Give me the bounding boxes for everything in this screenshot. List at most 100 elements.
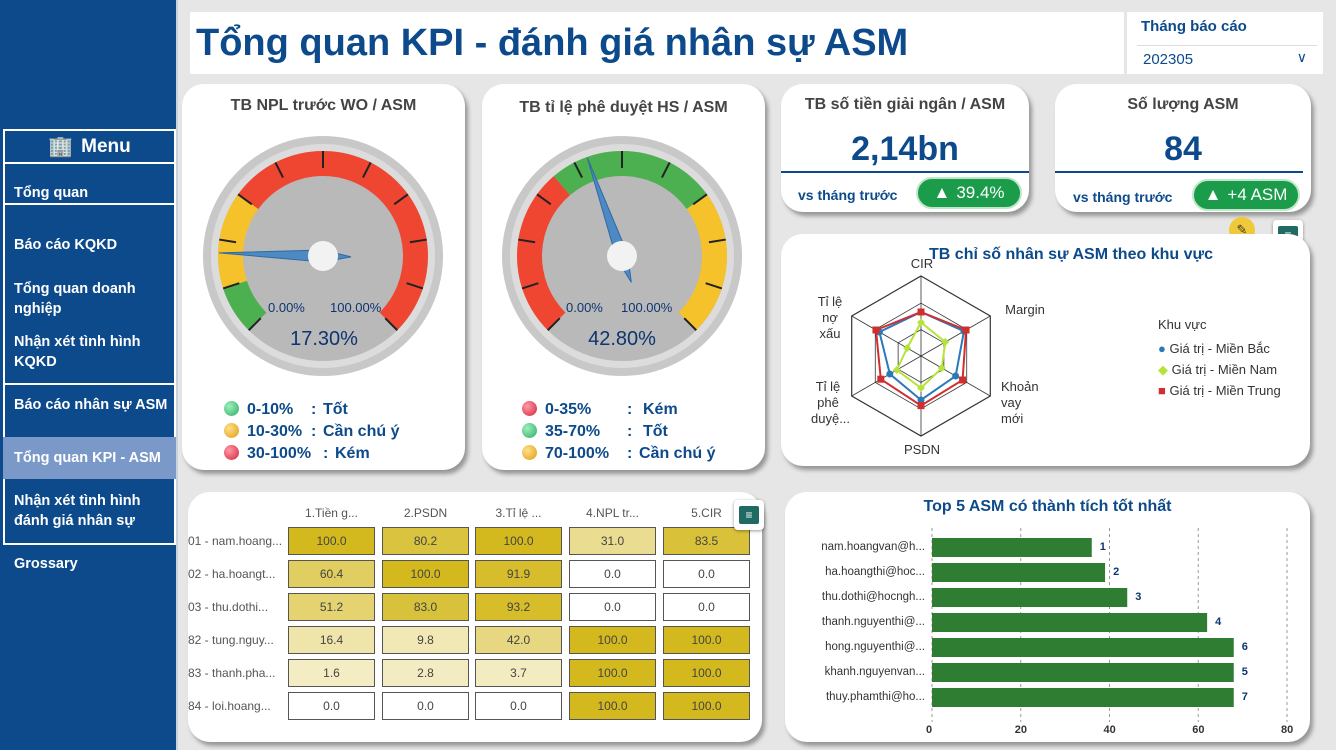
radar-axis-psdn: PSDN <box>903 442 941 457</box>
matrix-column-header: 2.PSDN <box>403 506 448 520</box>
radar-spoke <box>920 315 991 357</box>
matrix-cell: 0.0 <box>475 692 562 720</box>
gauge-tick <box>573 161 583 179</box>
gauge-band <box>218 194 259 289</box>
matrix-column-header: 5.CIR <box>691 506 722 520</box>
matrix-cell: 100.0 <box>569 659 656 687</box>
matrix-cell: 42.0 <box>475 626 562 654</box>
radar-point <box>959 376 967 384</box>
month-filter: Tháng báo cáo 202305 ∨ <box>1127 12 1323 74</box>
gauge-tick <box>384 317 398 331</box>
radar-legend-trung[interactable]: ■ Giá trị - Miền Trung <box>1158 383 1281 398</box>
bar-category-label: thu.dothi@hocngh... <box>821 591 925 603</box>
radar-point <box>917 318 925 327</box>
gauge-tick <box>248 317 262 331</box>
bar-category-label: khanh.nguyenvan... <box>824 666 925 678</box>
kpi-card-disbursement: TB số tiền giải ngân / ASM 2,14bn vs thá… <box>781 84 1029 212</box>
nav-item-bao-cao-nhan-su[interactable]: Báo cáo nhân sự ASM <box>14 397 168 413</box>
nav-item-tong-quan-kpi-asm[interactable]: Tổng quan KPI - ASM <box>3 437 176 479</box>
matrix-cell: 91.9 <box>475 560 562 588</box>
month-filter-label: Tháng báo cáo <box>1141 18 1247 35</box>
bar <box>932 538 1092 557</box>
gauge-approval-value: 42.80% <box>588 328 656 350</box>
gauge-approval-legend-2: 35-70%: Tốt <box>522 423 668 441</box>
radar-point <box>941 338 950 346</box>
radar-legend-title: Khu vực <box>1158 317 1207 332</box>
matrix-cell: 31.0 <box>569 527 656 555</box>
radar-axis-ty-le-phe-duyet: Tỉ lệ phê duyệ... <box>811 379 851 426</box>
top-asm-title: Top 5 ASM có thành tích tốt nhất <box>923 498 1172 515</box>
gauge-approval-min: 0.00% <box>566 300 603 315</box>
yellow-dot-icon <box>224 423 239 438</box>
nav-group-2 <box>3 205 176 385</box>
red-dot-icon <box>224 445 239 460</box>
nav-item-bao-cao-kqkd[interactable]: Báo cáo KQKD <box>14 237 118 253</box>
gauge-tick <box>547 317 561 331</box>
bar-data-label: 3 <box>1135 591 1142 603</box>
radar-spoke <box>851 355 922 397</box>
radar-legend-bac[interactable]: ● Giá trị - Miền Bắc <box>1158 341 1270 356</box>
green-dot-icon <box>522 423 537 438</box>
nav-item-nhan-xet-nhan-su[interactable]: Nhận xét tình hình đánh giá nhân sự <box>14 493 141 529</box>
nav-item-nhan-xet-kqkd[interactable]: Nhận xét tình hình KQKD <box>14 334 141 370</box>
nav-item-tong-quan[interactable]: Tổng quan <box>14 185 89 201</box>
matrix-cell: 0.0 <box>288 692 375 720</box>
radar-legend-nam[interactable]: ◆ Giá trị - Miền Nam <box>1158 362 1278 377</box>
kpi-asm-title: Số lượng ASM <box>1127 96 1239 113</box>
page-title: Tổng quan KPI - đánh giá nhân sự ASM <box>196 22 909 64</box>
gauge-tick <box>393 193 409 206</box>
top-asm-card: Top 5 ASM có thành tích tốt nhất 0 20 40 60… <box>785 492 1310 742</box>
kpi-asm-change: +4 ASM <box>1227 185 1288 204</box>
chevron-down-icon: ∨ <box>1296 49 1307 65</box>
matrix-cell: 0.0 <box>663 560 750 588</box>
green-dot-icon <box>224 401 239 416</box>
gauge-tick <box>518 238 536 244</box>
focus-mode-icon: ≡ <box>739 506 759 524</box>
bar <box>932 563 1106 582</box>
kpi-disbursement-value: 2,14bn <box>851 130 959 168</box>
gauge-band <box>238 151 428 331</box>
bar-chart-area: 0 20 40 60 80 nam.hoangvan@h... 1 ha.hoangthi@h… <box>785 492 1310 742</box>
month-select-value: 202305 <box>1143 51 1194 68</box>
gauge-approval-max: 100.00% <box>621 300 673 315</box>
gauge-band <box>223 280 267 331</box>
gauge-npl-dial <box>203 136 443 376</box>
nav-item-grossary[interactable]: Grossary <box>14 556 78 572</box>
gauge-tick <box>692 193 708 206</box>
radar-axis-cir: CIR <box>910 256 934 271</box>
bar <box>932 613 1208 632</box>
matrix-cell: 100.0 <box>569 692 656 720</box>
up-arrow-icon: ▲ <box>1204 185 1222 204</box>
radar-axis-no-xau: Tỉ lệ nợ xấu <box>817 294 843 341</box>
bar <box>932 663 1234 682</box>
matrix-row-label: 84 - loi.hoang... <box>188 699 271 713</box>
kpi-asm-value: 84 <box>1164 130 1202 168</box>
matrix-cell: 0.0 <box>382 692 469 720</box>
matrix-cell: 93.2 <box>475 593 562 621</box>
gauge-tick <box>708 238 726 244</box>
bar-data-label: 1 <box>1099 541 1106 553</box>
month-select[interactable]: 202305 ∨ <box>1137 45 1317 73</box>
gauge-npl-legend-3: 30-100%: Kém <box>224 445 370 463</box>
focus-mode-button[interactable]: ≡ <box>734 500 764 530</box>
bar-x-tick: 0 <box>926 724 933 736</box>
matrix-cell: 100.0 <box>663 626 750 654</box>
gauge-tick <box>683 317 697 331</box>
matrix-cell: 100.0 <box>569 626 656 654</box>
bar-x-tick: 40 <box>1103 724 1116 736</box>
bar-data-label: 5 <box>1241 666 1248 678</box>
matrix-cell: 0.0 <box>663 593 750 621</box>
nav-item-tong-quan-doanh-nghiep[interactable]: Tổng quan doanh nghiệp <box>14 281 136 317</box>
matrix-cell: 80.2 <box>382 527 469 555</box>
radar-point <box>917 396 925 404</box>
gauge-npl-legend-1: 0-10%: Tốt <box>224 401 348 419</box>
gauge-tick <box>409 238 427 244</box>
bar-x-tick: 80 <box>1281 724 1294 736</box>
bar-data-label: 6 <box>1241 641 1248 653</box>
radar-point <box>962 326 970 334</box>
up-arrow-icon: ▲ <box>933 183 951 202</box>
gauge-npl-max: 100.00% <box>330 300 382 315</box>
gauge-tick <box>406 282 424 290</box>
gauge-npl-title: TB NPL trước WO / ASM <box>230 97 417 114</box>
bar <box>932 638 1234 657</box>
